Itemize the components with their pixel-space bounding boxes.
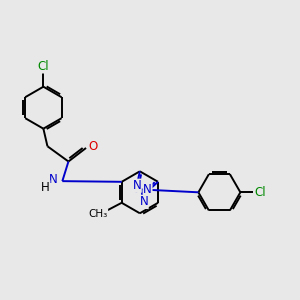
Text: N: N [140, 195, 148, 208]
Text: H: H [41, 181, 50, 194]
Text: N: N [143, 183, 152, 196]
Text: N: N [49, 173, 57, 186]
Text: Cl: Cl [38, 60, 49, 73]
Text: CH₃: CH₃ [88, 208, 108, 219]
Text: O: O [89, 140, 98, 153]
Text: Cl: Cl [255, 186, 266, 199]
Text: N: N [133, 179, 141, 192]
